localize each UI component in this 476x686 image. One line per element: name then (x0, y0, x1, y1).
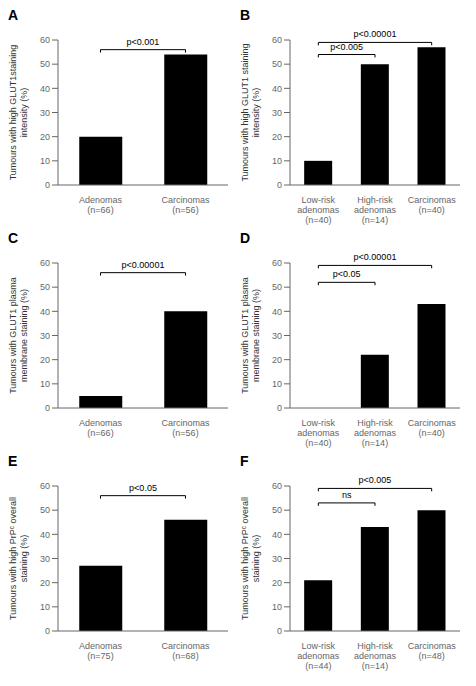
svg-text:30: 30 (272, 554, 282, 564)
svg-text:10: 10 (40, 602, 50, 612)
svg-text:60: 60 (272, 258, 282, 268)
html-text:B: B (240, 7, 251, 23)
svg-text:0: 0 (277, 180, 282, 190)
svg-text:50: 50 (272, 59, 282, 69)
svg-text:p<0.005: p<0.005 (330, 42, 363, 52)
svg-text:50: 50 (272, 505, 282, 515)
svg-text:Tumours with high GLUT1stainin: Tumours with high GLUT1stainingintensity… (8, 45, 29, 181)
svg-text:10: 10 (272, 602, 282, 612)
svg-text:30: 30 (40, 331, 50, 341)
svg-text:p<0.05: p<0.05 (333, 269, 361, 279)
svg-text:Tumours with high PrPᶜ overall: Tumours with high PrPᶜ overallstaining (… (240, 497, 261, 620)
svg-text:10: 10 (272, 156, 282, 166)
svg-text:40: 40 (272, 84, 282, 94)
svg-text:Adenomas(n=66): Adenomas(n=66) (79, 195, 123, 215)
svg-text:High-riskadenomas(n=14): High-riskadenomas(n=14) (354, 641, 397, 671)
svg-text:60: 60 (40, 35, 50, 45)
svg-text:Tumours with GLUT1 plasmamembr: Tumours with GLUT1 plasmamembrane staini… (240, 277, 261, 394)
svg-text:10: 10 (272, 379, 282, 389)
svg-text:Adenomas(n=66): Adenomas(n=66) (79, 418, 123, 438)
svg-text:Low-riskadenomas(n=44): Low-riskadenomas(n=44) (297, 641, 340, 671)
svg-text:20: 20 (272, 132, 282, 142)
svg-text:p<0.00001: p<0.00001 (354, 252, 397, 262)
svg-text:20: 20 (272, 355, 282, 365)
svg-text:40: 40 (272, 530, 282, 540)
svg-text:Low-riskadenomas(n=40): Low-riskadenomas(n=40) (297, 418, 340, 448)
svg-text:40: 40 (272, 307, 282, 317)
svg-text:20: 20 (40, 355, 50, 365)
svg-text:Tumours with GLUT1 plasmamembr: Tumours with GLUT1 plasmamembrane staini… (8, 277, 29, 394)
svg-text:30: 30 (272, 331, 282, 341)
svg-text:Carcinomas(n=48): Carcinomas(n=48) (408, 641, 457, 661)
svg-text:Tumours with high PrPᶜ overall: Tumours with high PrPᶜ overallstaining (… (8, 497, 29, 620)
svg-text:p<0.00001: p<0.00001 (354, 29, 397, 39)
svg-text:0: 0 (277, 403, 282, 413)
svg-text:0: 0 (277, 626, 282, 636)
svg-text:0: 0 (45, 626, 50, 636)
svg-text:30: 30 (40, 108, 50, 118)
svg-text:10: 10 (40, 156, 50, 166)
svg-text:Low-riskadenomas(n=40): Low-riskadenomas(n=40) (297, 195, 340, 225)
svg-text:20: 20 (40, 578, 50, 588)
svg-text:30: 30 (272, 108, 282, 118)
svg-text:60: 60 (272, 35, 282, 45)
svg-text:ns: ns (342, 490, 352, 500)
html-text:A: A (8, 7, 19, 23)
svg-text:Carcinomas(n=56): Carcinomas(n=56) (161, 195, 210, 215)
svg-text:p<0.00001: p<0.00001 (122, 260, 165, 270)
svg-text:50: 50 (40, 59, 50, 69)
html-text:C: C (8, 230, 19, 246)
svg-text:0: 0 (45, 180, 50, 190)
svg-text:50: 50 (272, 282, 282, 292)
svg-text:p<0.05: p<0.05 (129, 483, 157, 493)
html-text:F: F (240, 453, 249, 469)
svg-text:0: 0 (45, 403, 50, 413)
svg-text:50: 50 (40, 505, 50, 515)
svg-text:50: 50 (40, 282, 50, 292)
html-text:D: D (240, 230, 251, 246)
svg-text:40: 40 (40, 84, 50, 94)
svg-text:10: 10 (40, 379, 50, 389)
svg-text:Tumours with high GLUT1 staini: Tumours with high GLUT1 stainingintensit… (240, 43, 261, 181)
svg-text:60: 60 (40, 258, 50, 268)
svg-text:Carcinomas(n=68): Carcinomas(n=68) (161, 641, 210, 661)
svg-text:40: 40 (40, 307, 50, 317)
svg-text:Carcinomas(n=40): Carcinomas(n=40) (408, 418, 457, 438)
svg-text:40: 40 (40, 530, 50, 540)
svg-text:20: 20 (272, 578, 282, 588)
svg-text:p<0.005: p<0.005 (359, 475, 392, 485)
svg-text:High-riskadenomas(n=14): High-riskadenomas(n=14) (354, 418, 397, 448)
svg-text:20: 20 (40, 132, 50, 142)
svg-text:Carcinomas(n=56): Carcinomas(n=56) (161, 418, 210, 438)
svg-text:60: 60 (272, 481, 282, 491)
svg-text:60: 60 (40, 481, 50, 491)
svg-text:Adenomas(n=75): Adenomas(n=75) (79, 641, 123, 661)
svg-text:High-riskadenomas(n=14): High-riskadenomas(n=14) (354, 195, 397, 225)
svg-text:Carcinomas(n=40): Carcinomas(n=40) (408, 195, 457, 215)
svg-text:p<0.001: p<0.001 (127, 37, 160, 47)
html-text:E: E (8, 453, 18, 469)
svg-text:30: 30 (40, 554, 50, 564)
